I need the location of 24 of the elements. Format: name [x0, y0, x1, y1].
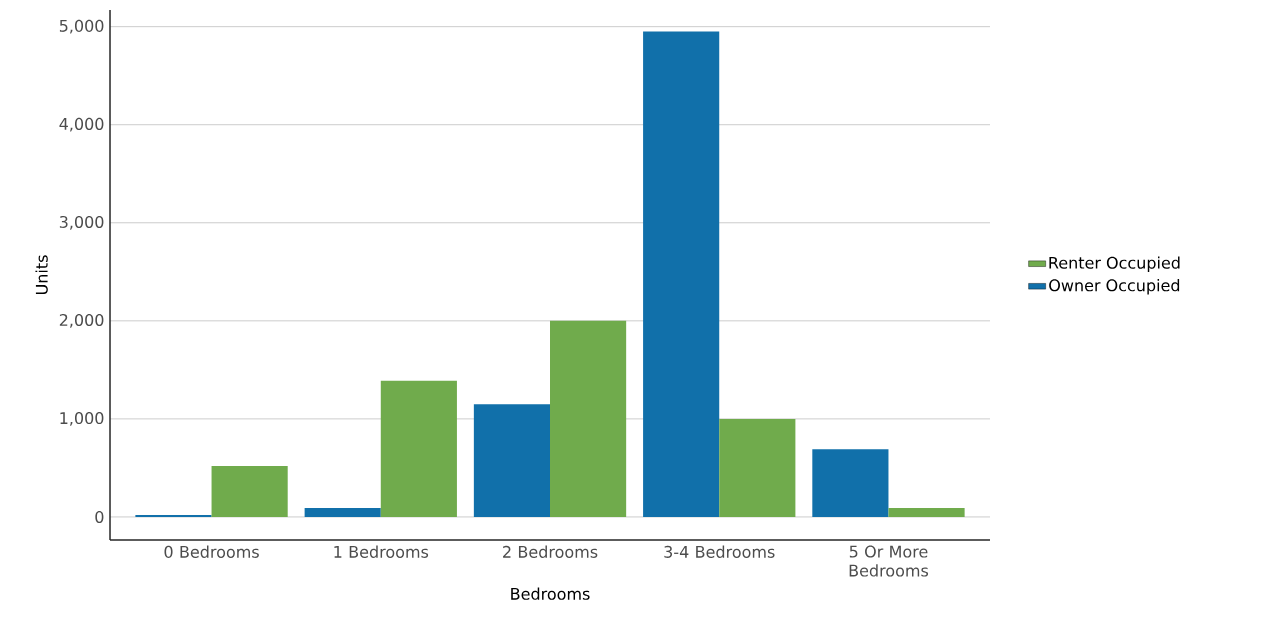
x-tick-label: 2 Bedrooms	[503, 545, 598, 558]
y-tick-label: 0	[95, 510, 104, 523]
y-axis-title: Units	[35, 255, 48, 295]
bar	[211, 465, 288, 517]
x-tick-label: 5 Or More Bedrooms	[849, 545, 929, 577]
bar	[380, 380, 457, 517]
bar	[888, 508, 965, 517]
legend-label: Renter Occupied	[1049, 256, 1180, 272]
y-tick-label: 2,000	[59, 313, 104, 328]
y-tick-label: 4,000	[59, 117, 104, 132]
y-tick-label: 3,000	[59, 215, 104, 230]
bar	[304, 508, 381, 517]
x-tick-label: 0 Bedrooms	[164, 545, 259, 558]
bar	[643, 31, 720, 517]
y-tick-label: 5,000	[59, 19, 104, 34]
bar	[473, 404, 551, 517]
y-tick-label: 1,000	[60, 412, 104, 426]
bar	[550, 320, 627, 517]
x-tick-label: 3-4 Bedrooms	[664, 545, 775, 558]
x-tick-label: 1 Bedrooms	[334, 545, 429, 558]
bar	[719, 418, 796, 517]
x-axis-title: Bedrooms	[511, 587, 590, 600]
bar	[812, 449, 889, 517]
legend-label: Owner Occupied	[1049, 278, 1180, 295]
